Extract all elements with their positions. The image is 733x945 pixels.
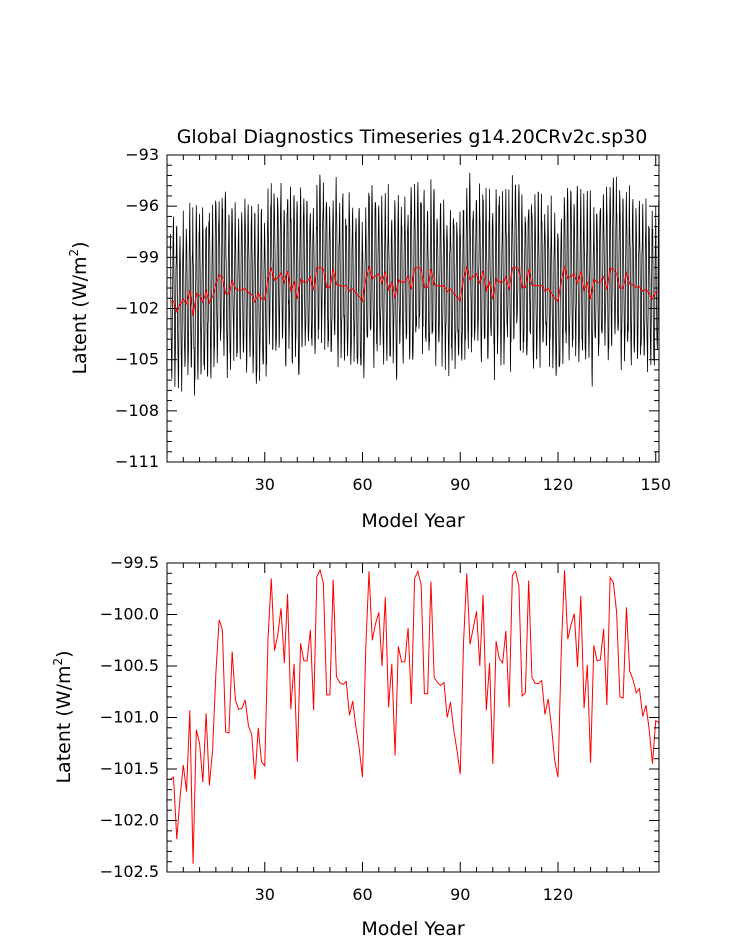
bottom-y-tick-label: −102.5 — [100, 862, 159, 881]
top-monthly-line — [169, 172, 660, 396]
top-y-axis-title: Latent (W/m2) — [67, 241, 91, 374]
top-x-tick-label: 120 — [543, 475, 574, 494]
bottom-y-tick-label: −101.5 — [100, 759, 159, 778]
bottom-x-tick-label: 30 — [255, 885, 275, 904]
top-x-tick-label: 90 — [450, 475, 470, 494]
top-x-tick-label: 150 — [640, 475, 671, 494]
bottom-x-tick-label: 120 — [543, 885, 574, 904]
bottom-y-tick-label: −100.0 — [100, 605, 159, 624]
top-y-tick-label: −105 — [115, 350, 159, 369]
top-y-tick-label: −108 — [115, 401, 159, 420]
top-annual-mean-line — [170, 264, 660, 316]
bottom-y-axis-title: Latent (W/m2) — [51, 650, 75, 783]
bottom-chart: 30 60 90 120 −99.5−100.0−100.5−101.0−101.5−… — [51, 553, 660, 940]
bottom-y-tick-label: −102.0 — [100, 811, 159, 830]
top-x-tick-label: 60 — [352, 475, 372, 494]
top-x-axis-title: Model Year — [361, 510, 465, 532]
top-y-axis: −93 −96 −99 −102 −105 −108 −111 — [115, 145, 659, 471]
top-x-axis: 30 60 90 120 150 — [182, 155, 671, 494]
bottom-y-tick-label: −99.5 — [110, 553, 159, 572]
top-y-tick-label: −111 — [115, 452, 159, 471]
top-y-axis-title-superscript: 2 — [67, 249, 81, 257]
bottom-x-axis: 30 60 90 120 — [182, 563, 640, 904]
bottom-plot-frame — [166, 562, 660, 873]
bottom-y-tick-label: −100.5 — [100, 656, 159, 675]
top-y-tick-label: −96 — [125, 196, 159, 215]
top-chart-title: Global Diagnostics Timeseries g14.20CRv2… — [177, 126, 648, 148]
bottom-x-tick-label: 90 — [450, 885, 470, 904]
bottom-y-axis: −99.5 −100.0 −100.5 −101.0 −101.5 −102.0 −102.… — [100, 553, 659, 881]
bottom-y-tick-label: −101.0 — [100, 708, 159, 727]
top-plot-area — [169, 172, 660, 396]
top-y-tick-label: −99 — [125, 247, 159, 266]
bottom-plot-area — [169, 568, 660, 864]
bottom-x-tick-label: 60 — [352, 885, 372, 904]
bottom-x-axis-title: Model Year — [361, 918, 465, 940]
bottom-y-axis-title-superscript: 2 — [51, 658, 65, 666]
top-chart: Global Diagnostics Timeseries g14.20CRv2… — [67, 126, 671, 532]
top-y-tick-label: −102 — [115, 299, 159, 318]
bottom-annual-mean-line — [169, 568, 660, 864]
top-x-tick-label: 30 — [255, 475, 275, 494]
top-y-tick-label: −93 — [125, 145, 159, 164]
